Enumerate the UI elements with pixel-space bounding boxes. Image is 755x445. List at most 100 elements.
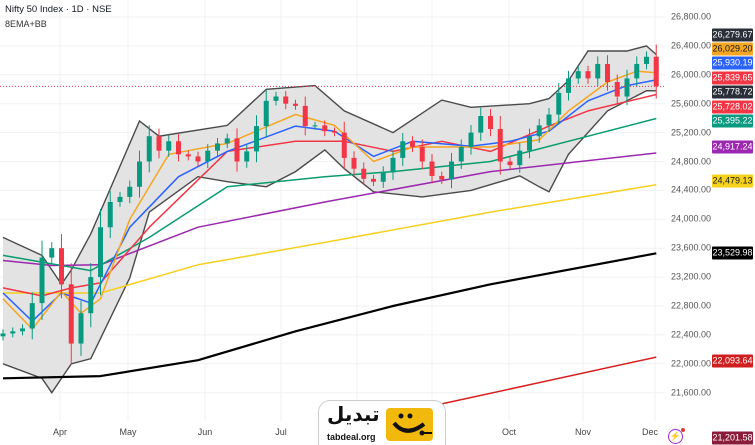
candle-body — [244, 151, 250, 162]
candle-body — [449, 161, 454, 180]
price-label: 21,201.58 — [712, 431, 753, 445]
candle-body — [390, 157, 396, 173]
ema-line-2 — [3, 183, 657, 294]
candle-body — [380, 172, 386, 182]
candle-body — [195, 156, 201, 162]
candle-body — [215, 143, 220, 151]
candle-body — [10, 331, 16, 334]
candle-body — [400, 141, 406, 158]
candle-body — [146, 136, 152, 162]
time-tick-label: Oct — [501, 427, 517, 437]
candle-body — [156, 136, 162, 151]
price-tick-label: 21,600.00 — [670, 387, 711, 398]
candle-body — [39, 257, 45, 304]
price-tick-label: 26,400.00 — [670, 40, 711, 51]
price-label: 25,778.72 — [712, 85, 753, 99]
logo-domain-text: tabdeal.org — [327, 432, 376, 442]
candle-body — [410, 141, 415, 148]
candle-body — [595, 63, 601, 79]
bollinger-upper-line — [2, 45, 657, 286]
candle-body — [634, 63, 640, 79]
candle-body — [371, 178, 376, 182]
candle-body — [117, 196, 123, 202]
candle-body — [341, 132, 347, 158]
price-label: 22,093.64 — [712, 354, 753, 368]
price-tick-label: 24,800.00 — [670, 156, 711, 166]
candle-body — [605, 63, 610, 83]
candle-body — [624, 78, 630, 97]
candle-body — [263, 100, 269, 127]
candle-body — [302, 105, 308, 127]
price-tick-label: 25,600.00 — [670, 98, 711, 109]
time-tick-label: May — [119, 427, 137, 437]
bollinger-lower-line — [2, 89, 657, 394]
price-label: 25,728.02 — [712, 100, 753, 114]
candle-body — [566, 78, 571, 93]
candle-body — [351, 157, 357, 169]
price-tick-label: 22,400.00 — [670, 329, 711, 340]
price-tick-label: 22,000.00 — [670, 358, 711, 369]
price-label: 24,479.13 — [712, 174, 753, 188]
time-tick-label: Apr — [52, 427, 68, 437]
candle-body — [107, 201, 113, 228]
candle-body — [205, 150, 211, 162]
price-label: 26,029.20 — [712, 42, 753, 56]
price-label: 24,917.24 — [712, 140, 753, 154]
logo-arabic-text: تبدیل — [327, 402, 380, 426]
tabdeal-logo: تبدیل tabdeal.org — [318, 400, 446, 445]
candle-body — [224, 138, 230, 144]
candle-body — [419, 147, 425, 162]
ema-line-4 — [2, 117, 657, 272]
candle-body — [488, 115, 493, 129]
candle-body — [507, 161, 513, 166]
candle-body — [166, 141, 172, 151]
price-label: 26,279.67 — [712, 28, 753, 42]
candle-body — [429, 161, 435, 176]
price-tick-label: 24,000.00 — [670, 213, 711, 224]
price-tick-label: 22,800.00 — [670, 300, 711, 311]
candle-body — [546, 114, 552, 126]
candle-body — [49, 248, 55, 258]
candle-body — [361, 168, 367, 179]
ema-line-3 — [2, 152, 657, 267]
price-label: 25,839.65 — [712, 71, 753, 85]
candle-body — [458, 147, 464, 162]
candle-body — [68, 284, 74, 344]
candle-body — [332, 131, 337, 133]
candle-body — [0, 333, 6, 337]
candle-body — [468, 132, 474, 148]
candle-body — [59, 248, 64, 285]
candle-body — [575, 71, 581, 79]
candle-body — [234, 138, 240, 162]
candle-body — [127, 186, 133, 197]
price-tick-label: 23,200.00 — [670, 271, 711, 282]
candle-body — [556, 92, 562, 115]
candle-body — [527, 136, 532, 151]
candle-body — [644, 56, 649, 64]
lightning-icon[interactable]: ⚡ — [668, 428, 685, 444]
candle-body — [536, 125, 542, 137]
candle-body — [137, 161, 142, 187]
time-tick-label: Jun — [197, 427, 213, 437]
price-label: 25,395.22 — [712, 114, 753, 128]
time-tick-label: Jul — [275, 427, 287, 437]
candle-body — [614, 82, 620, 97]
logo-smiley-icon — [386, 408, 433, 441]
candle-body — [322, 125, 328, 132]
candle-body — [98, 227, 103, 278]
price-label: 23,529.98 — [712, 246, 753, 260]
candle-body — [185, 154, 191, 157]
candle-body — [653, 56, 659, 87]
candle-body — [254, 126, 259, 152]
price-tick-label: 23,600.00 — [670, 242, 711, 253]
price-tick-label: 24,400.00 — [670, 184, 711, 195]
chart-title: Nifty 50 Index · 1D · NSE — [5, 4, 112, 15]
candle-body — [293, 103, 298, 106]
indicator-label[interactable]: 8EMA+BB — [5, 19, 47, 29]
candle-body — [585, 71, 591, 79]
bollinger-band-fill — [3, 45, 657, 393]
candle-body — [78, 313, 84, 344]
price-label: 25,930.19 — [712, 56, 753, 70]
